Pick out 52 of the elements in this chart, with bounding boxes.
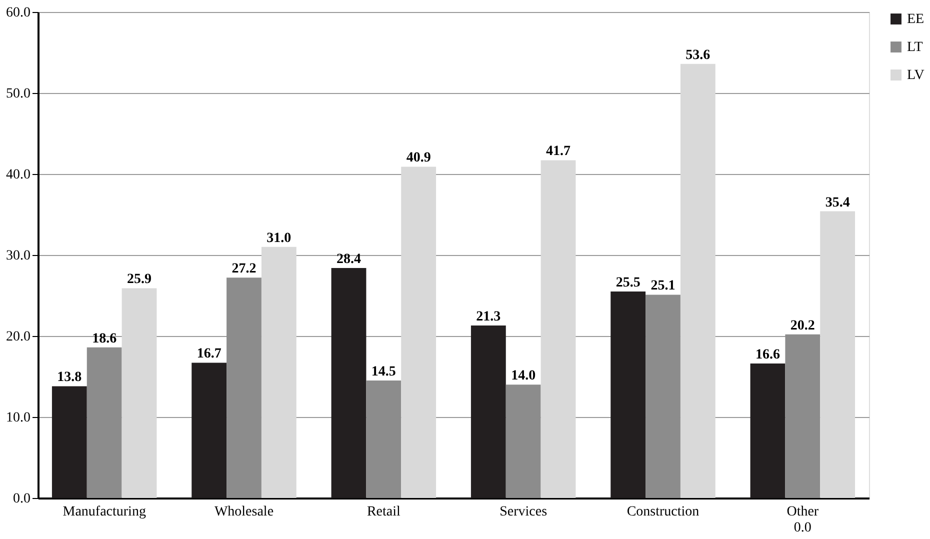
data-label: 16.6 (755, 348, 780, 363)
y-tick-label: 20.0 (6, 330, 30, 344)
data-label: 14.0 (511, 368, 536, 384)
legend-label: LV (907, 68, 924, 83)
bar (470, 325, 506, 498)
bar (366, 380, 402, 498)
data-label: 14.5 (371, 364, 396, 380)
x-tick-label: Retail (366, 504, 400, 520)
data-label: 25.5 (616, 275, 640, 290)
data-label: 18.6 (92, 331, 117, 346)
y-tick-label: 0.0 (13, 492, 30, 506)
bar (86, 347, 122, 498)
y-tick-label: 30.0 (6, 248, 30, 264)
bar (646, 294, 680, 498)
bar (750, 364, 786, 498)
data-label: 31.0 (266, 230, 292, 246)
data-label: 41.7 (546, 144, 570, 160)
bar (122, 288, 157, 498)
data-label: 28.4 (336, 252, 361, 267)
bar (331, 268, 366, 498)
data-label: 25.9 (127, 272, 152, 288)
x-tick-label: Other 0.0 (786, 504, 819, 536)
y-tick-label: 10.0 (6, 410, 30, 426)
y-tick-label: 50.0 (6, 86, 30, 102)
bar (192, 362, 227, 498)
data-label: 21.3 (476, 309, 501, 324)
bar (261, 246, 296, 498)
x-tick-label: Services (500, 504, 548, 520)
bar (610, 291, 646, 498)
x-tick-label: Wholesale (214, 504, 274, 520)
bar (226, 278, 262, 498)
bar (680, 64, 716, 498)
bar (401, 166, 436, 498)
x-tick-label: Manufacturing (62, 504, 146, 520)
data-label: 20.2 (790, 318, 815, 334)
bar (540, 160, 576, 498)
data-label: 16.7 (196, 346, 222, 362)
data-label: 13.8 (57, 370, 82, 386)
x-tick-label: Construction (626, 504, 700, 520)
data-label: 25.1 (650, 278, 676, 294)
y-tick-label: 40.0 (6, 168, 30, 182)
y-tick-label: 60.0 (6, 6, 30, 20)
bar (785, 334, 820, 498)
data-label: 40.9 (406, 150, 431, 166)
bar (52, 386, 87, 498)
legend-label: EE (907, 12, 924, 27)
data-label: 35.4 (825, 195, 850, 210)
bar (820, 211, 856, 498)
legend-label: LT (907, 40, 924, 55)
bar (506, 384, 541, 498)
data-label: 27.2 (232, 262, 256, 277)
data-label: 53.6 (686, 48, 710, 63)
